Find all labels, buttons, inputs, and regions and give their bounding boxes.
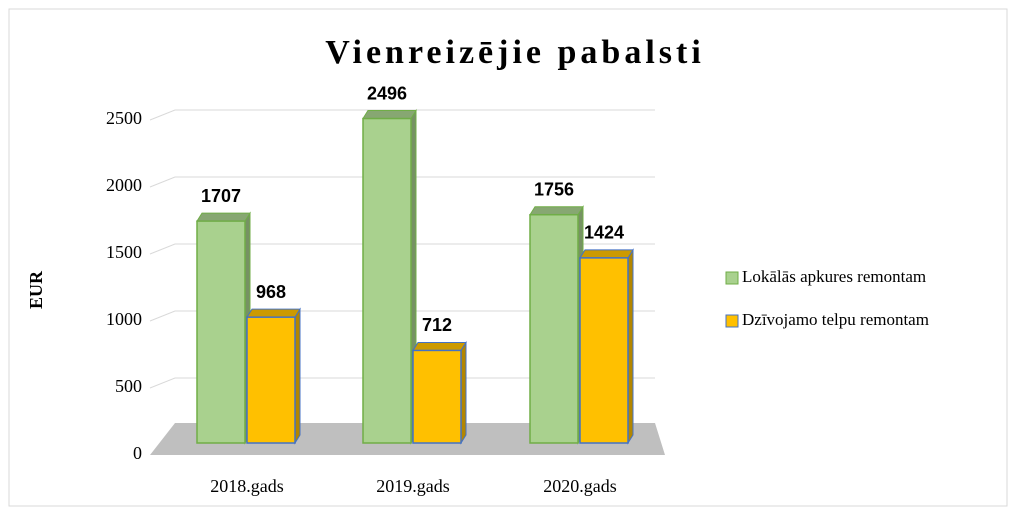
bar-face	[412, 349, 462, 444]
y-tick-label: 500	[115, 376, 142, 396]
y-tick-label: 2500	[106, 108, 142, 128]
x-tick-label: 2019.gads	[376, 476, 450, 496]
bar	[196, 211, 251, 445]
legend-label: Lokālās apkures remontam	[742, 267, 926, 286]
grid-line	[149, 377, 655, 389]
legend-swatch	[725, 314, 739, 328]
grid-line	[149, 310, 655, 322]
bar	[246, 307, 301, 445]
bar-face	[579, 257, 629, 444]
grid-line	[149, 109, 655, 121]
y-tick-label: 2000	[106, 175, 142, 195]
bar-face	[362, 110, 417, 120]
data-label: 2496	[367, 83, 407, 103]
bar-face	[246, 308, 301, 318]
y-tick-label: 1500	[106, 242, 142, 262]
bar	[529, 204, 584, 445]
data-label: 1424	[584, 223, 624, 243]
legend-label: Dzīvojamo telpu remontam	[742, 310, 929, 329]
bar-face	[196, 220, 246, 444]
bar	[579, 248, 634, 445]
bar-face	[529, 213, 579, 444]
chart-title: Vienreizējie pabalsti	[325, 34, 705, 71]
data-label: 1707	[201, 186, 241, 206]
data-label: 712	[422, 315, 452, 335]
data-label: 1756	[534, 179, 574, 199]
bar-face	[196, 212, 251, 222]
y-tick-label: 1000	[106, 309, 142, 329]
x-tick-label: 2018.gads	[210, 476, 284, 496]
bar-face	[579, 249, 634, 259]
x-tick-label: 2020.gads	[543, 476, 617, 496]
data-label: 968	[256, 282, 286, 302]
bar-face	[412, 341, 467, 351]
bar-face	[362, 117, 412, 444]
bar	[412, 340, 467, 445]
bar-face	[246, 316, 296, 444]
bar-face	[529, 206, 584, 216]
legend-swatch	[725, 271, 739, 285]
grid-line	[149, 243, 655, 255]
y-tick-label: 0	[133, 443, 142, 463]
bar	[362, 108, 417, 445]
y-axis-label: EUR	[26, 270, 46, 309]
grid-line	[149, 176, 655, 188]
